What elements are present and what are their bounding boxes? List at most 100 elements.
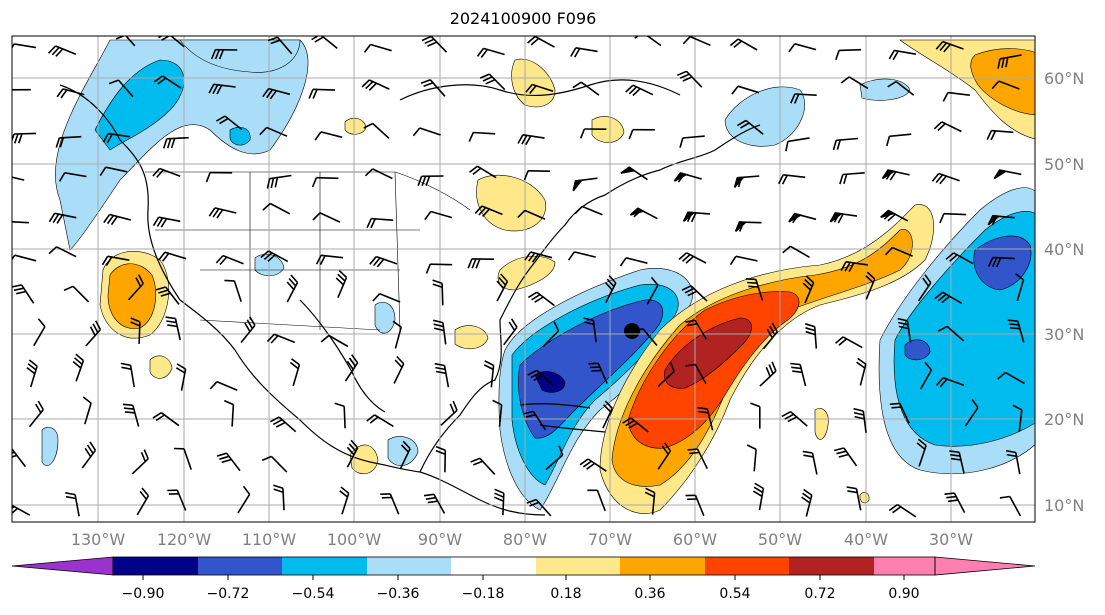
wind-barb (931, 172, 960, 185)
wind-barb (215, 115, 243, 131)
gridlines (12, 36, 1035, 522)
colorbar-segment (113, 557, 198, 575)
wind-barb (579, 128, 607, 139)
wind-barb (625, 84, 654, 97)
wind-barb (364, 168, 393, 180)
wind-barb (570, 47, 598, 58)
wind-barb (346, 439, 359, 468)
wind-barb (434, 362, 450, 388)
wind-barb (865, 271, 876, 300)
wind-barb (829, 212, 858, 224)
colorbar: −0.90 −0.72 −0.54 −0.36 −0.18 0.18 0.36 … (11, 556, 1036, 602)
colorbar-extend-low (11, 556, 114, 576)
wind-barb (102, 132, 131, 144)
wind-barb (155, 286, 180, 305)
wind-barb (399, 440, 411, 469)
wind-barb (440, 400, 458, 426)
wind-barb (366, 217, 394, 229)
wind-barb (412, 127, 441, 137)
wind-barb (267, 36, 293, 55)
wind-barb (493, 488, 505, 516)
wind-barb (935, 40, 964, 53)
wind-barb (476, 47, 505, 58)
wind-barb (935, 376, 965, 388)
wind-barb (167, 489, 187, 511)
wind-barb (681, 285, 708, 302)
wind-barb (987, 214, 1015, 226)
wind-barb (103, 213, 132, 226)
wind-barb (944, 492, 966, 513)
colorbar-tick-label: 0.90 (888, 586, 919, 602)
wind-barb (48, 45, 77, 57)
wind-barb (834, 447, 858, 467)
wind-barb (583, 317, 597, 343)
lon-label: 40°W (844, 530, 888, 549)
wind-barb (588, 362, 608, 384)
wind-barb (339, 486, 350, 515)
wind-barb (108, 79, 134, 98)
wind-barb (678, 252, 707, 264)
wind-barb (734, 221, 762, 232)
wind-barb (48, 212, 77, 224)
wind-barb (113, 36, 136, 47)
wind-barb (33, 318, 46, 347)
wind-barb (542, 321, 560, 348)
lat-label: 20°N (1044, 410, 1084, 429)
wind-barb (731, 85, 760, 95)
wind-barb (81, 441, 97, 469)
wind-barb (839, 172, 865, 185)
wind-barb (619, 257, 648, 267)
wind-barb (393, 355, 405, 384)
wind-barb (572, 81, 600, 96)
wind-barb (685, 363, 707, 385)
wind-barb (315, 254, 344, 265)
wind-barb (470, 457, 496, 475)
wind-barb (12, 221, 30, 224)
wind-barb (832, 137, 859, 151)
wind-barb (240, 316, 256, 344)
lon-label: 70°W (588, 530, 632, 549)
wind-barb (56, 88, 85, 99)
wind-barb (259, 126, 288, 137)
wind-barb (468, 131, 496, 142)
wind-barb (685, 319, 707, 340)
wind-barb (523, 170, 551, 181)
wind-barb (945, 252, 974, 265)
wind-barb (527, 36, 555, 48)
wind-barb (421, 36, 448, 53)
wind-barb (131, 449, 149, 475)
wind-barb (158, 251, 187, 262)
lon-label: 110°W (242, 530, 297, 549)
wind-barb (433, 319, 447, 345)
colorbar-segment (620, 557, 705, 575)
wind-barb (804, 323, 818, 349)
colorbar-tick-label: 0.18 (550, 586, 581, 602)
wind-barb (759, 361, 777, 387)
wind-barb (517, 209, 546, 220)
wind-barbs (12, 36, 1025, 518)
lon-label: 80°W (503, 530, 547, 549)
latitude-labels: 60°N 50°N 40°N 30°N 20°N 10°N (1044, 69, 1084, 515)
wind-barb (361, 79, 390, 91)
colorbar-extend-high (934, 556, 1036, 576)
colorbar-segment (536, 557, 620, 575)
colorbar-tick-label: −0.36 (377, 586, 420, 602)
wind-barb (790, 362, 807, 387)
wind-barb (127, 274, 144, 301)
wind-barb (889, 402, 910, 424)
wind-barb (262, 87, 291, 100)
wind-barb (209, 380, 238, 391)
wind-barb (572, 177, 598, 192)
wind-barb (423, 493, 446, 514)
wind-barb (320, 334, 349, 348)
wind-barb (12, 176, 25, 181)
wind-barb (435, 445, 447, 473)
wind-barb (574, 205, 603, 216)
wind-barb (886, 133, 912, 147)
wind-barb (964, 399, 979, 427)
colorbar-segment (874, 557, 935, 575)
wind-barb (729, 255, 758, 266)
wind-barb (467, 258, 494, 269)
wind-barb (919, 361, 933, 390)
wind-barb (483, 360, 495, 388)
